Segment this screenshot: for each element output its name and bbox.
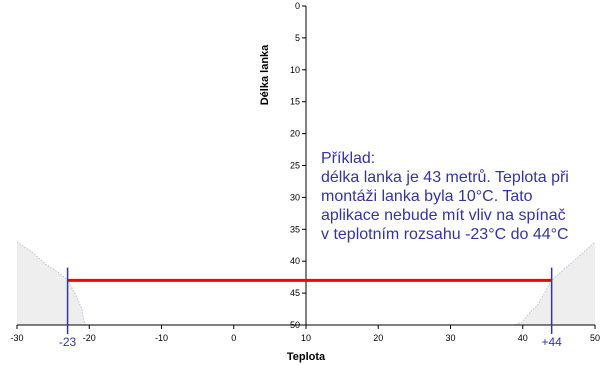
y-tick-label: 50	[290, 320, 300, 330]
x-tick-label: -30	[10, 333, 23, 343]
y-tick-label: 35	[290, 224, 300, 234]
area-right	[515, 242, 595, 325]
y-tick-label: 10	[290, 65, 300, 75]
area-regions	[16, 241, 596, 326]
x-tick-label: 10	[301, 333, 311, 343]
y-tick-label: 0	[295, 1, 300, 11]
note-line: Příklad:	[321, 150, 375, 167]
example-note: Příklad:délka lanka je 43 metrů. Teplota…	[321, 150, 569, 243]
y-tick-label: 20	[290, 129, 300, 139]
y-tick-label: 40	[290, 256, 300, 266]
x-tick-label: 20	[373, 333, 383, 343]
x-tick-label: 0	[231, 333, 236, 343]
x-tick-label: 30	[445, 333, 455, 343]
area-left	[17, 242, 86, 325]
x-tick-label: -20	[83, 333, 96, 343]
y-tick-label: 45	[290, 288, 300, 298]
note-line: montáži lanka byla 10°C. Tato	[321, 188, 533, 205]
x-axis-title: Teplota	[287, 351, 326, 363]
x-tick-label: 40	[518, 333, 528, 343]
x-tick-label: -10	[155, 333, 168, 343]
y-tick-label: 30	[290, 192, 300, 202]
marker-label: -23	[59, 335, 77, 349]
y-tick-label: 15	[290, 97, 300, 107]
area-edge-right	[515, 241, 596, 326]
x-ticks: -30 -20 -10 0 10 20 30 40 50	[10, 325, 600, 343]
note-line: délka lanka je 43 metrů. Teplota při	[321, 168, 569, 186]
marker-label: +44	[541, 335, 562, 349]
y-ticks: 0 5 10 15 20 25 30 35 40 45 50	[290, 1, 306, 330]
note-line: v teplotním rozsahu -23°C do 44°C	[321, 226, 569, 243]
y-tick-label: 25	[290, 161, 300, 171]
note-line: aplikace nebude mít vliv na spínač	[321, 207, 566, 224]
marker-lines: -23 +44	[59, 267, 562, 349]
y-tick-label: 5	[295, 33, 300, 43]
x-tick-label: 50	[590, 333, 600, 343]
y-axis-title: Délka lanka	[259, 44, 271, 105]
